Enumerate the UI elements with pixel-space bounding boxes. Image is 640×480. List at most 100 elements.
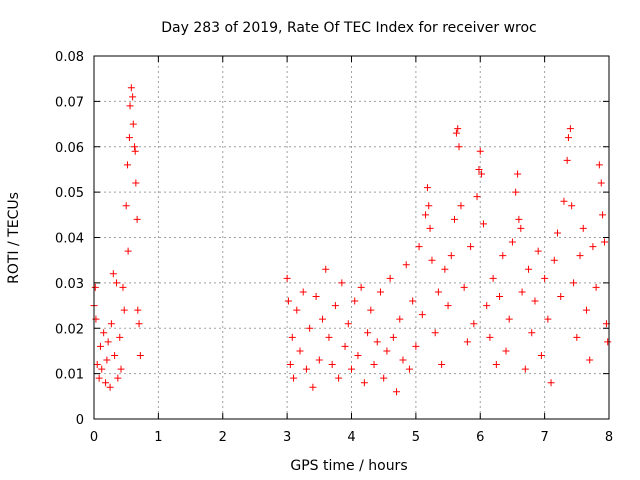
data-point [399,356,407,364]
data-point [96,342,104,350]
y-tick-label: 0.02 [55,322,84,337]
data-point [451,215,458,223]
x-tick-label: 0 [90,430,98,445]
data-point [467,243,475,251]
data-point [457,202,465,210]
data-point [127,84,135,92]
data-point [452,129,460,137]
data-point [325,333,333,341]
x-tick-label: 2 [219,430,227,445]
data-point [95,374,103,382]
data-point [599,211,607,219]
data-point [431,329,439,337]
data-point [328,361,336,369]
data-point [396,315,404,323]
data-point [428,256,436,264]
data-point [341,342,349,350]
data-point [351,297,359,305]
y-axis-label: ROTI / TECUs [6,192,22,284]
data-point [376,288,384,296]
data-point [508,238,516,246]
x-tick-label: 5 [412,430,420,445]
data-point [132,179,140,187]
data-point [499,252,507,260]
data-point [109,270,117,278]
data-point [521,365,529,373]
data-point [518,288,526,296]
data-point [505,315,513,323]
data-point [570,279,578,287]
data-point [357,283,365,291]
data-point [537,351,545,359]
data-point [107,320,115,328]
data-point [512,188,520,196]
data-point [290,374,298,382]
y-tick-label: 0.04 [55,232,84,247]
data-point [415,243,423,251]
data-point [534,247,542,255]
data-point [597,179,605,187]
data-point [370,361,378,369]
data-point [412,342,420,350]
data-point [531,297,539,305]
data-point [92,315,100,323]
data-point [426,224,434,232]
data-point [517,224,525,232]
data-point [560,197,568,205]
data-point [312,292,320,300]
y-tick-label: 0.08 [55,50,84,65]
data-point [335,374,343,382]
data-point [104,338,112,346]
data-point [283,274,291,282]
data-point [129,93,137,101]
data-point [111,351,119,359]
data-point [586,356,594,364]
data-point [354,351,362,359]
data-point [338,279,346,287]
data-point [306,324,314,332]
data-point [579,224,587,232]
data-point [344,320,352,328]
data-point [288,333,296,341]
data-point [576,252,584,260]
data-point [422,211,430,219]
data-point [373,338,381,346]
data-point [592,283,600,291]
x-tick-label: 4 [347,430,355,445]
data-point [100,329,108,337]
data-point [103,356,111,364]
data-point [476,147,484,155]
data-point [515,215,523,223]
data-point [502,347,510,355]
data-point [389,333,397,341]
data-point [348,365,355,373]
data-point [299,288,307,296]
data-point [123,161,131,169]
data-point [309,383,317,391]
data-point [131,147,139,155]
data-point [455,143,463,151]
data-point [119,283,127,291]
data-point [514,170,522,178]
data-point [284,297,292,305]
data-point [102,379,110,387]
data-point [122,202,130,210]
y-tick-label: 0.07 [55,95,84,110]
y-tick-label: 0.06 [55,141,84,156]
data-point [564,134,572,142]
x-tick-label: 3 [283,430,291,445]
data-point [136,351,144,359]
data-point [405,365,413,373]
data-point [114,374,122,382]
chart-title: Day 283 of 2019, Rate Of TEC Index for r… [161,20,537,36]
data-point [120,306,128,314]
data-point [135,320,143,328]
data-point [98,365,106,373]
data-point [380,374,388,382]
data-point [541,274,549,282]
data-point [483,302,491,310]
data-point [117,365,125,373]
data-point [367,306,375,314]
data-point [447,252,455,260]
data-point [393,388,401,396]
